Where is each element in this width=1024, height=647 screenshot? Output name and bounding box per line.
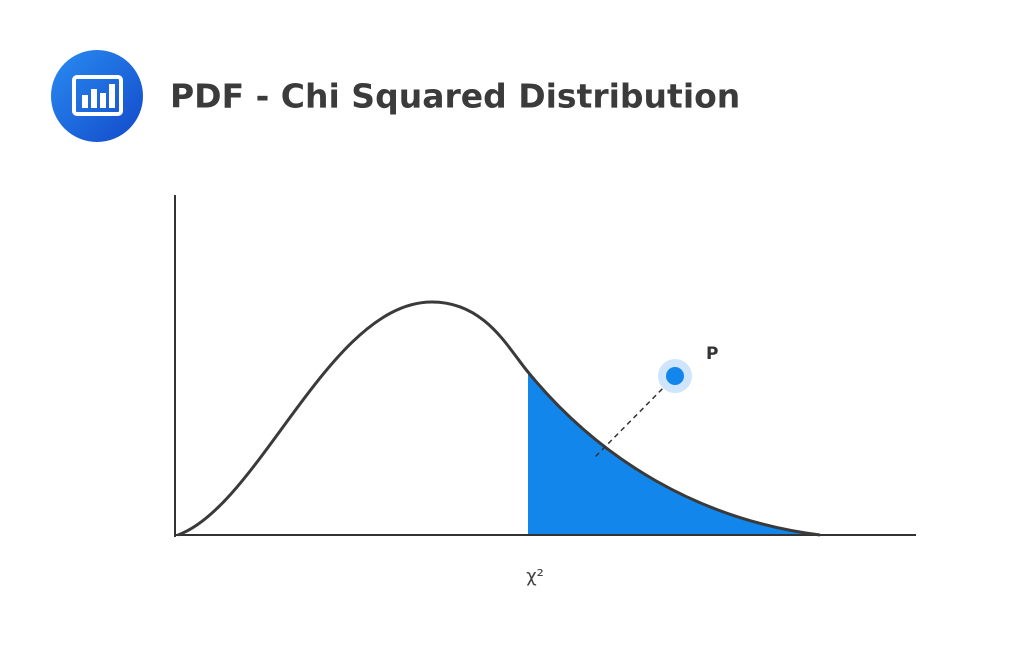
shaded-area xyxy=(528,372,820,535)
x-axis-label: χ² xyxy=(526,566,544,587)
title: PDF - Chi Squared Distribution xyxy=(170,77,740,116)
pdf-curve xyxy=(177,300,821,537)
point-label: P xyxy=(706,344,718,364)
header-icon xyxy=(51,50,143,142)
point xyxy=(666,367,684,385)
pointer-line xyxy=(594,375,676,458)
